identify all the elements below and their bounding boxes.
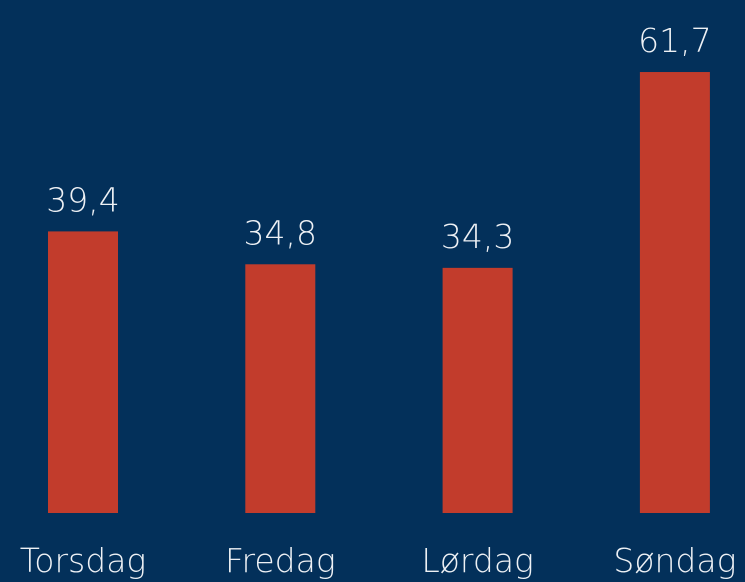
bar — [442, 267, 513, 513]
x-tick-label: Fredag — [225, 541, 336, 580]
value-label: 34,8 — [244, 213, 317, 252]
value-label: 61,7 — [638, 21, 711, 60]
bar — [245, 264, 316, 513]
x-tick-label: Søndag — [613, 541, 736, 580]
bar — [639, 72, 710, 514]
bar — [48, 231, 118, 513]
x-tick-label: Torsdag — [20, 541, 146, 580]
x-tick-label: Lørdag — [421, 541, 534, 580]
value-label: 34,3 — [441, 217, 514, 256]
value-label: 39,4 — [46, 180, 119, 219]
